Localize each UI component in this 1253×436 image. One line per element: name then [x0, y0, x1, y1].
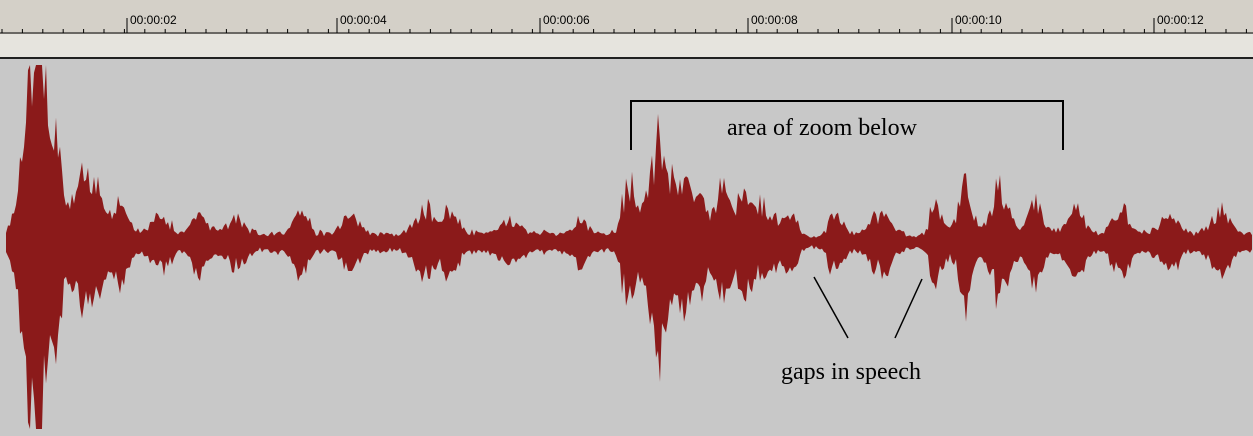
ruler-minor-ticks [1, 29, 1247, 33]
gaps-label: gaps in speech [781, 359, 921, 385]
ruler-svg: 00:00:02 00:00:04 00:00:06 00:00:08 00:0… [0, 13, 1253, 34]
tick-label: 00:00:06 [543, 13, 590, 27]
tick-label: 00:00:08 [751, 13, 798, 27]
tick-label: 00:00:02 [130, 13, 177, 27]
gap-pointer-line [813, 276, 849, 339]
waveform-svg: area of zoom below gaps in speech [6, 65, 1252, 429]
zoom-area-label: area of zoom below [727, 115, 918, 141]
gap-pointer-line [894, 278, 923, 339]
waveform-panel[interactable]: area of zoom below gaps in speech [0, 59, 1253, 436]
audio-waveform [6, 65, 1252, 429]
tick-label: 00:00:04 [340, 13, 387, 27]
tick-label: 00:00:10 [955, 13, 1002, 27]
timeline-ruler[interactable]: 00:00:02 00:00:04 00:00:06 00:00:08 00:0… [0, 0, 1253, 34]
ruler-major-ticks [126, 18, 1155, 33]
zoom-bracket [630, 100, 1064, 150]
tick-label: 00:00:12 [1157, 13, 1204, 27]
timeline-scroll-strip[interactable] [0, 34, 1253, 59]
